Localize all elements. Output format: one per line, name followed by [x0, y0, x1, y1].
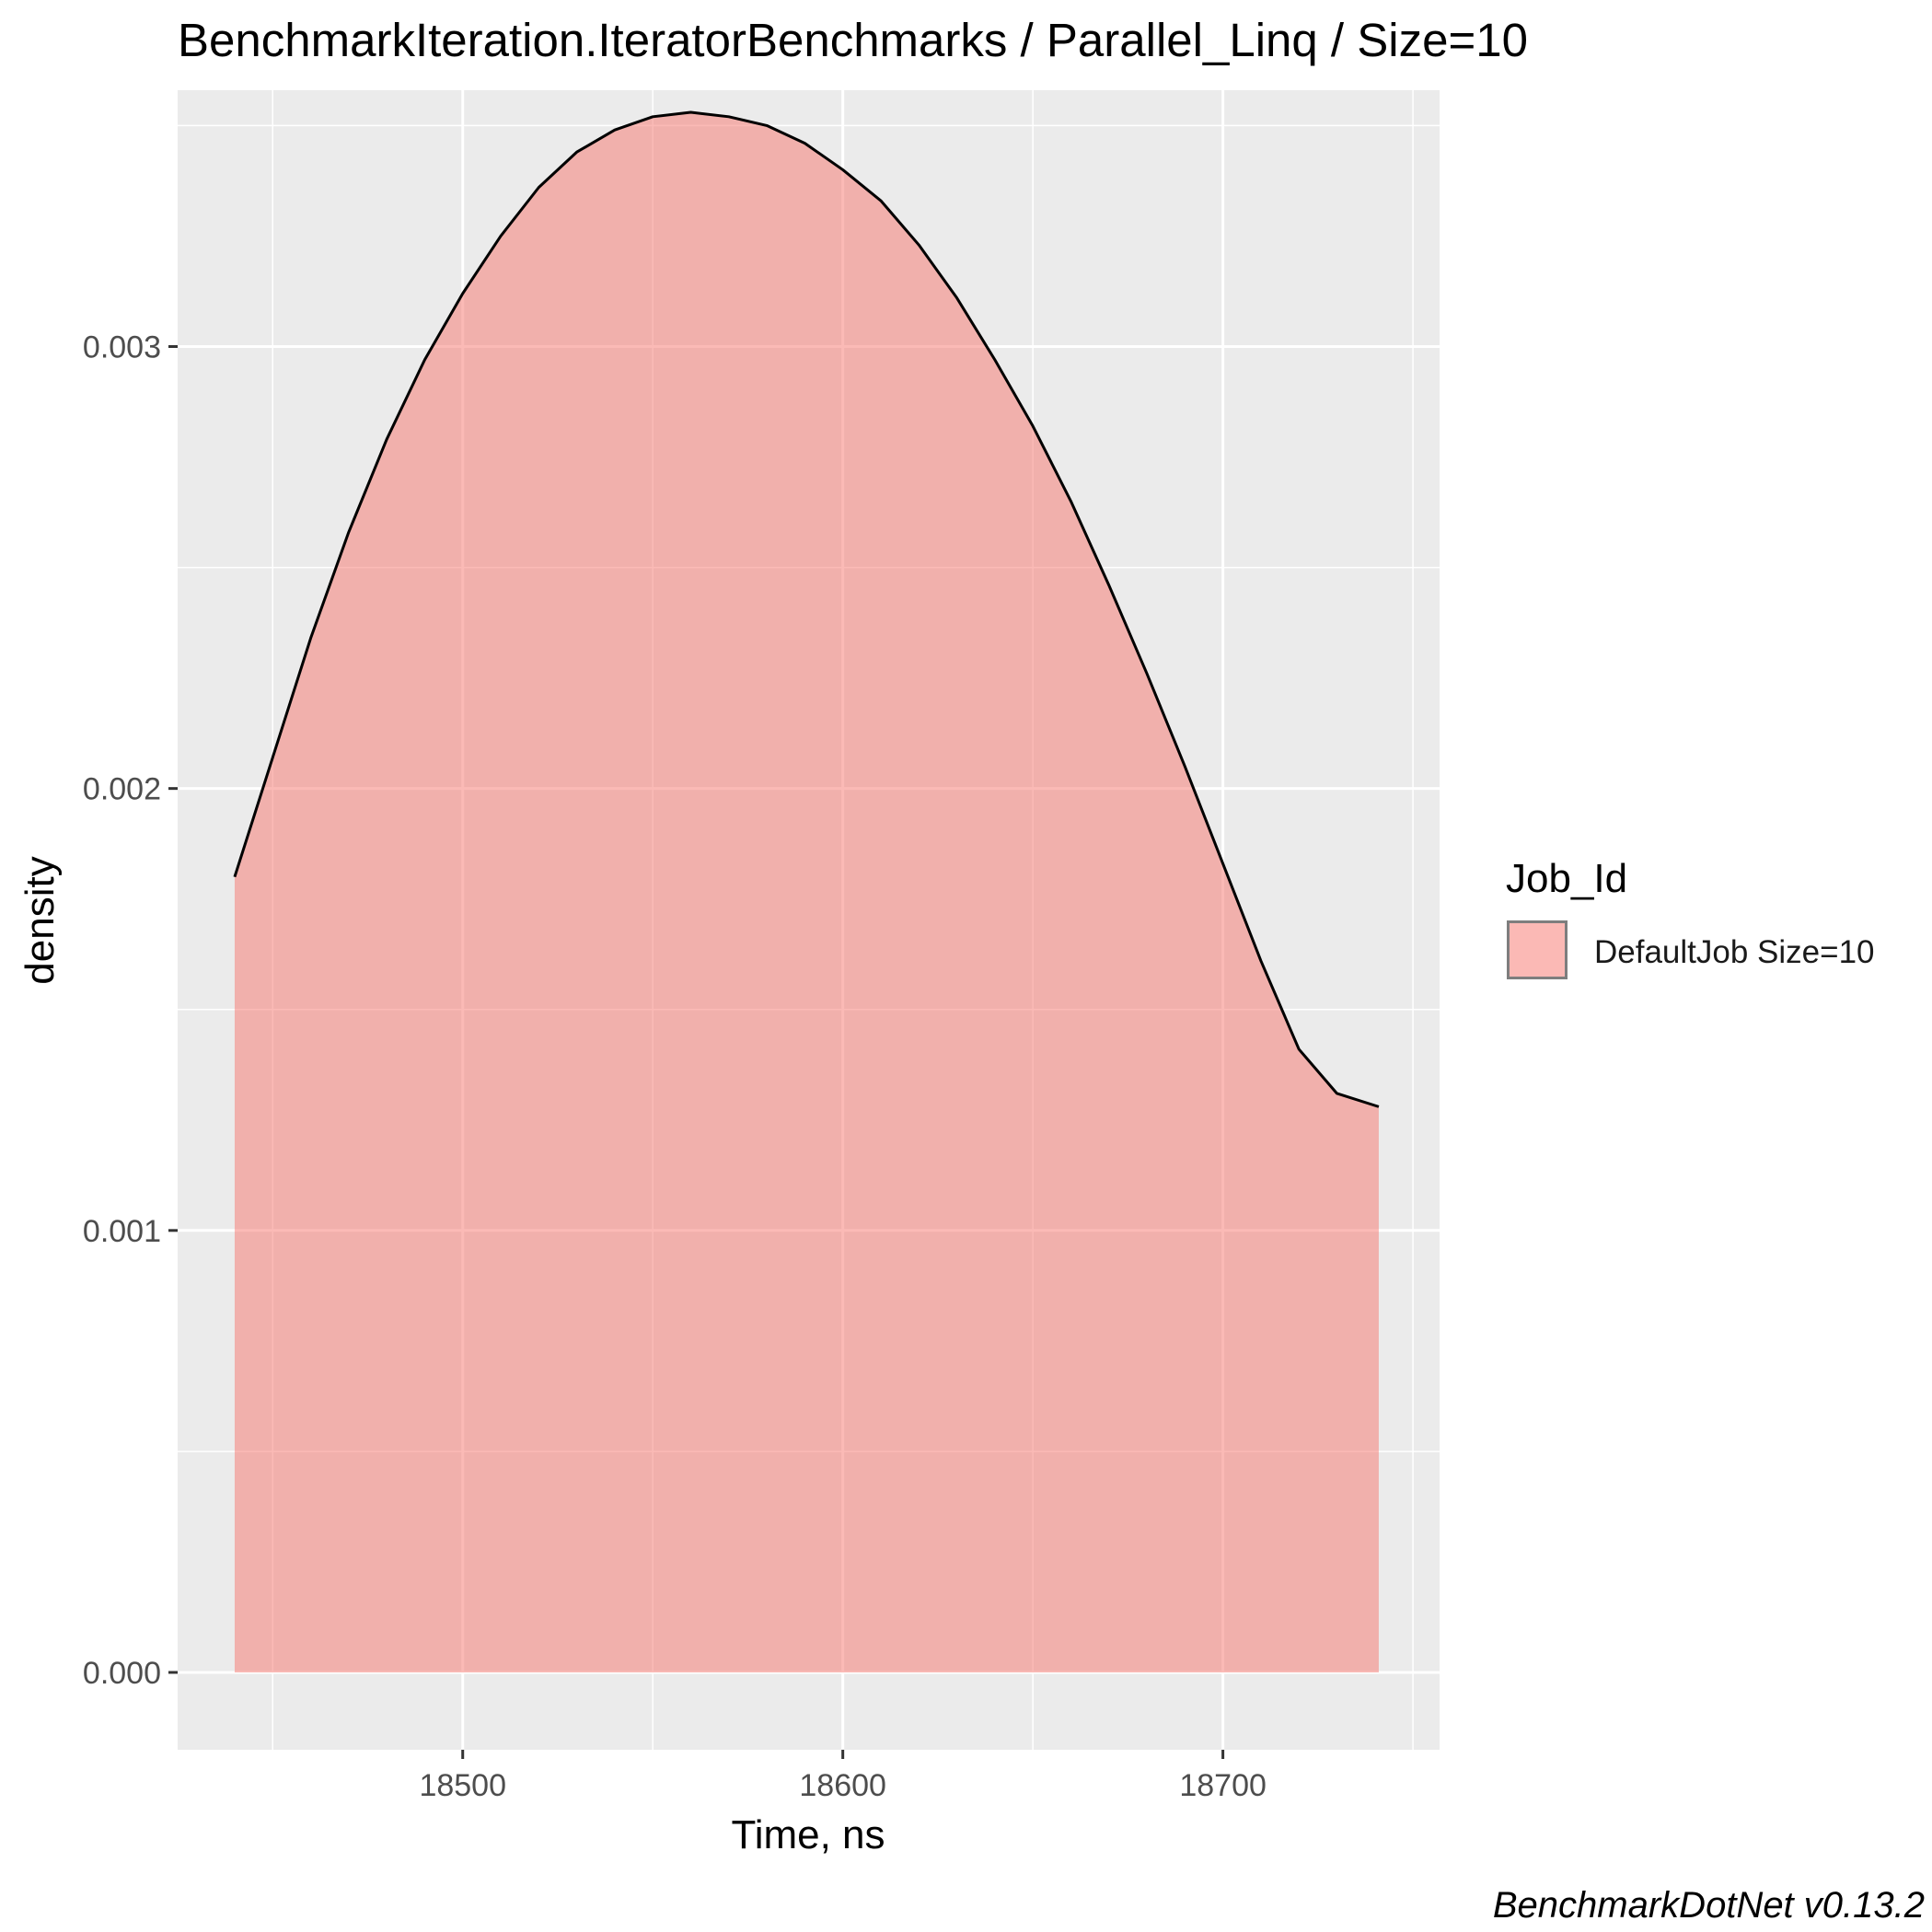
legend-title: Job_Id [1506, 856, 1628, 901]
legend-entry-label: DefaultJob Size=10 [1594, 934, 1875, 970]
x-tick-label: 18700 [1179, 1768, 1267, 1803]
y-tick-label: 0.003 [83, 330, 161, 364]
y-tick-label: 0.000 [83, 1656, 161, 1691]
x-tick-label: 18500 [419, 1768, 506, 1803]
x-axis-title: Time, ns [731, 1812, 885, 1857]
x-tick-label: 18600 [799, 1768, 886, 1803]
axes: 18500 18600 18700 0.000 0.001 0.002 0.003 [83, 330, 1267, 1803]
legend-key-swatch [1507, 920, 1568, 979]
density-curve [233, 110, 1380, 1108]
chart-title: BenchmarkIteration.IteratorBenchmarks / … [178, 14, 1528, 66]
density-area [234, 112, 1379, 1672]
y-axis-title: density [17, 856, 63, 984]
y-tick-label: 0.001 [83, 1214, 161, 1249]
caption: BenchmarkDotNet v0.13.2 [1492, 1885, 1925, 1926]
series-layer [233, 110, 1380, 1672]
y-tick-label: 0.002 [83, 772, 161, 807]
